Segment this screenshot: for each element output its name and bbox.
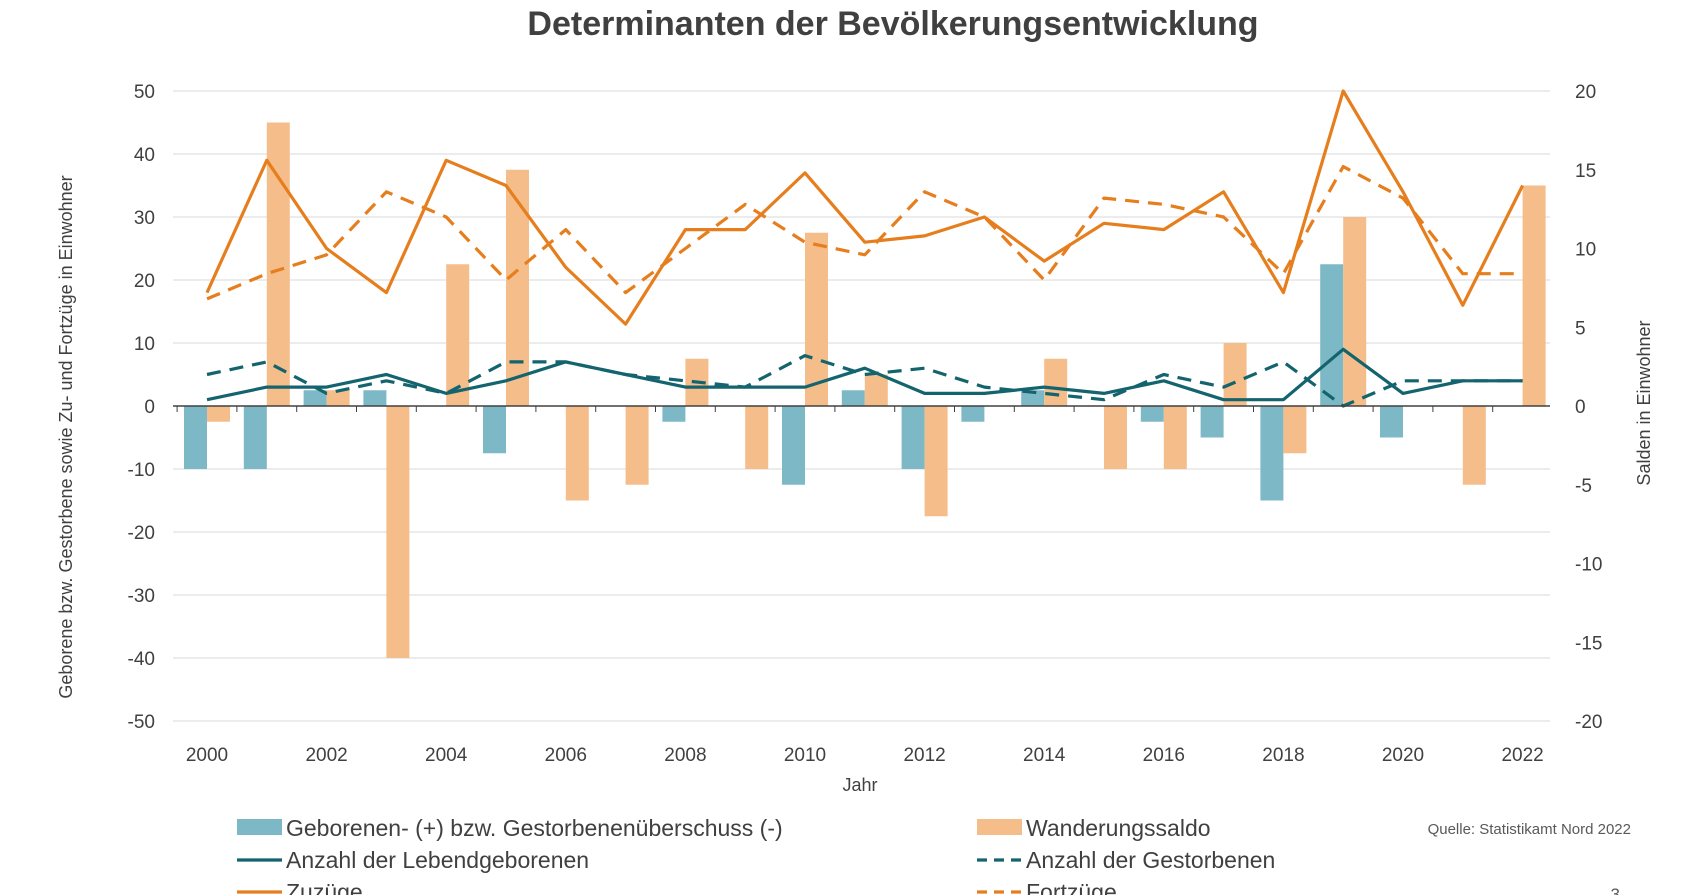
bar-natural <box>901 406 925 469</box>
bar-migration <box>924 406 948 517</box>
bar-migration <box>1522 185 1546 406</box>
x-tick-label: 2000 <box>186 745 228 766</box>
x-tick-label: 2006 <box>545 745 587 766</box>
bar-migration <box>266 122 290 406</box>
bar-migration <box>446 264 470 406</box>
y-right-tick-label: -10 <box>1575 555 1602 576</box>
bar-migration <box>1044 358 1068 406</box>
y-right-tick-label: -20 <box>1575 712 1602 733</box>
legend-label: Fortzüge <box>1026 879 1117 895</box>
bar-natural <box>363 390 387 406</box>
y-axis-left-title: Geborene bzw. Gestorbene sowie Zu- und F… <box>56 175 76 698</box>
y-right-tick-label: 20 <box>1575 82 1596 103</box>
legend-label: Anzahl der Lebendgeborenen <box>286 847 589 873</box>
legend-swatch <box>977 819 1022 835</box>
x-tick-label: 2004 <box>425 745 468 766</box>
x-tick-label: 2002 <box>305 745 347 766</box>
legend-label: Wanderungssaldo <box>1026 815 1211 841</box>
bar-natural <box>782 406 805 485</box>
bar-natural <box>1320 264 1344 406</box>
y-right-tick-label: -15 <box>1575 633 1602 654</box>
bar-migration <box>326 390 350 406</box>
y-right-tick-label: -5 <box>1575 476 1592 497</box>
x-tick-label: 2020 <box>1382 745 1424 766</box>
legend-swatch <box>237 819 282 835</box>
bar-natural <box>1140 406 1164 422</box>
source-note: Quelle: Statistikamt Nord 2022 <box>1428 821 1631 838</box>
legend: Geborenen- (+) bzw. Gestorbenenüberschus… <box>237 815 1275 895</box>
x-tick-label: 2012 <box>903 745 945 766</box>
x-tick-label: 2016 <box>1143 745 1185 766</box>
y-left-tick-label: -40 <box>128 649 155 670</box>
bar-migration <box>207 406 230 422</box>
y-left-tick-label: -10 <box>128 460 155 481</box>
bar-natural <box>961 406 985 422</box>
bar-migration <box>1343 217 1367 406</box>
bar-natural <box>303 390 327 406</box>
lines <box>205 89 1525 408</box>
y-right-tick-label: 5 <box>1575 318 1586 339</box>
bar-natural <box>243 406 267 469</box>
bar-natural <box>662 406 686 422</box>
bar-migration <box>625 406 649 485</box>
x-axis-title: Jahr <box>842 775 877 795</box>
y-left-tick-label: -50 <box>128 712 155 733</box>
bar-migration <box>1104 406 1127 469</box>
page-number: 3 <box>1611 885 1620 895</box>
bar-natural <box>841 390 865 406</box>
x-tick-label: 2022 <box>1501 745 1543 766</box>
bar-natural <box>483 406 506 454</box>
legend-label: Geborenen- (+) bzw. Gestorbenenüberschus… <box>286 815 783 841</box>
bar-natural <box>1260 406 1284 501</box>
y-left-tick-label: 40 <box>134 145 155 166</box>
y-right-tick-label: 15 <box>1575 161 1596 182</box>
axes: 50403020100-10-20-30-40-5020151050-5-10-… <box>128 82 1603 766</box>
y-left-tick-label: 50 <box>134 82 155 103</box>
bar-natural <box>1380 406 1403 438</box>
y-left-tick-label: 20 <box>134 271 155 292</box>
legend-label: Anzahl der Gestorbenen <box>1026 847 1275 873</box>
bars <box>184 122 1546 658</box>
legend-label: Zuzüge <box>286 879 363 895</box>
bar-natural <box>1200 406 1224 438</box>
bar-migration <box>1163 406 1187 469</box>
x-tick-label: 2010 <box>784 745 826 766</box>
bar-migration <box>386 406 410 658</box>
bar-migration <box>1462 406 1486 485</box>
y-right-tick-label: 10 <box>1575 240 1596 261</box>
series-line <box>206 165 1523 301</box>
y-left-tick-label: 10 <box>134 334 155 355</box>
x-tick-label: 2014 <box>1023 745 1066 766</box>
bar-migration <box>745 406 769 469</box>
x-tick-label: 2018 <box>1262 745 1304 766</box>
series-line <box>206 347 1523 402</box>
y-left-tick-label: -30 <box>128 586 155 607</box>
bar-natural <box>1021 390 1045 406</box>
bar-migration <box>506 169 529 406</box>
series-line <box>205 89 1525 326</box>
bar-migration <box>1283 406 1307 454</box>
series-line <box>206 354 1523 408</box>
y-left-tick-label: 0 <box>144 397 155 418</box>
chart-title: Determinanten der Bevölkerungsentwicklun… <box>527 5 1258 43</box>
bar-migration <box>565 406 589 501</box>
bar-natural <box>184 406 207 469</box>
bar-migration <box>864 374 888 406</box>
bar-migration <box>1223 343 1247 406</box>
y-right-tick-label: 0 <box>1575 397 1586 418</box>
y-axis-right-title: Salden in Einwohner <box>1634 320 1654 485</box>
x-tick-label: 2008 <box>664 745 706 766</box>
y-left-tick-label: 30 <box>134 208 155 229</box>
y-left-tick-label: -20 <box>128 523 155 544</box>
